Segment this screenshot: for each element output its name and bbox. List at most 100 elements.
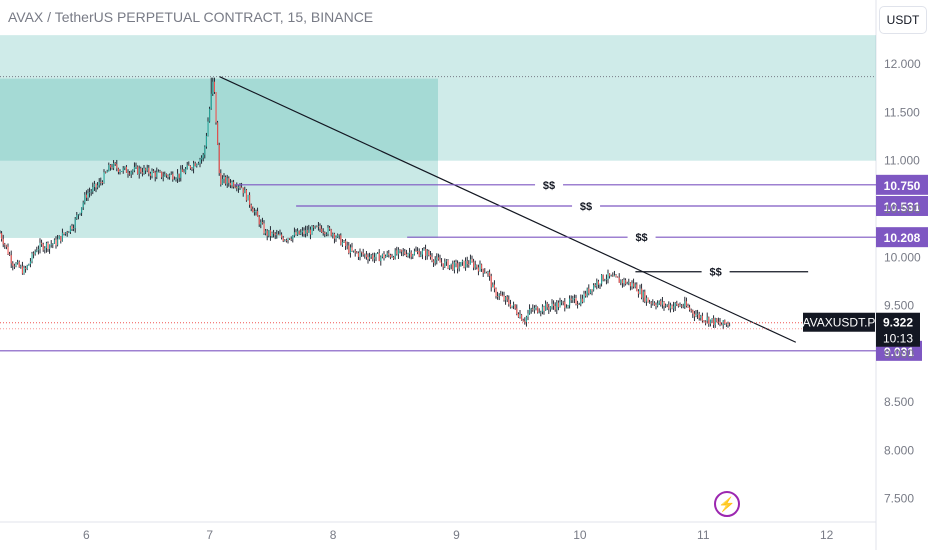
candle-body [530, 308, 532, 310]
candle-body [469, 259, 471, 265]
candle-body [690, 309, 692, 311]
candle-body [50, 244, 52, 246]
candle-body [7, 246, 9, 255]
level-price-label-bg [876, 195, 928, 216]
candle-body [300, 232, 302, 235]
candle-body [489, 272, 491, 277]
candle-body [250, 204, 252, 209]
candle-body [247, 194, 249, 201]
candle-body [143, 168, 145, 174]
candle-body [55, 239, 57, 246]
candle-body [700, 315, 702, 318]
candle-body [433, 260, 435, 263]
candle-body [349, 247, 351, 253]
candle-body [130, 171, 132, 175]
candle-body [161, 171, 163, 178]
candle-body [637, 291, 639, 294]
candle-body [620, 280, 622, 283]
candle-body [106, 171, 108, 173]
candle-body [21, 266, 23, 274]
candle-body [5, 245, 7, 247]
candle-body [417, 251, 419, 252]
candle-body [201, 157, 203, 160]
candle-body [345, 240, 347, 247]
candle-body [329, 227, 331, 230]
candle-body [180, 169, 182, 178]
candle-body [154, 172, 156, 177]
candle-body [373, 257, 375, 260]
symbol-label: AVAXUSDT.P [803, 316, 876, 330]
candle-body [170, 173, 172, 175]
candle-body [649, 302, 651, 304]
candle-body [231, 182, 233, 186]
x-tick-label: 12 [820, 528, 834, 542]
candle-body [220, 173, 222, 185]
candle-body [186, 164, 188, 169]
y-tick-label: 9.500 [884, 299, 914, 313]
candle-body [365, 254, 367, 258]
candle-body [297, 230, 299, 235]
candle-body [553, 303, 555, 307]
candle-body [129, 173, 131, 175]
candle-body [585, 293, 587, 297]
candle-body [434, 260, 436, 263]
candle-body [666, 304, 668, 306]
candle-body [197, 163, 199, 165]
candle-body [596, 281, 598, 287]
candle-body [98, 181, 100, 186]
candle-body [557, 302, 559, 308]
candle-body [442, 263, 444, 268]
candle-body [44, 248, 46, 251]
candle-body [461, 260, 463, 263]
candle-body [644, 291, 646, 302]
candle-body [141, 172, 143, 174]
candle-body [151, 170, 153, 176]
candle-body [0, 233, 1, 234]
candle-body [450, 263, 452, 266]
candle-body [692, 310, 694, 314]
candle-body [188, 164, 190, 166]
candle-body [18, 261, 20, 268]
candle-body [65, 232, 67, 234]
candle-body [381, 254, 383, 257]
x-tick-label: 9 [453, 528, 460, 542]
candle-body [23, 267, 25, 274]
candle-body [87, 193, 89, 198]
candle-body [258, 216, 260, 225]
candle-body [394, 250, 396, 259]
candle-body [71, 226, 73, 229]
candle-body [60, 236, 62, 241]
candle-body [327, 227, 329, 234]
candle-body [119, 171, 121, 173]
candle-body [36, 250, 38, 252]
candle-body [183, 171, 185, 173]
candle-body [204, 146, 206, 155]
candle-body [615, 275, 617, 277]
candle-body [455, 262, 457, 264]
candle-body [309, 229, 311, 235]
lightning-icon[interactable]: ⚡ [714, 491, 740, 517]
candle-body [487, 272, 489, 274]
candle-body [303, 230, 305, 234]
candle-body [588, 288, 590, 294]
candle-body [101, 182, 103, 183]
candle-body [13, 265, 15, 267]
candle-body [177, 173, 179, 179]
candle-body [617, 276, 619, 278]
candle-body [511, 305, 513, 308]
candle-body [228, 178, 230, 183]
candle-body [697, 313, 699, 315]
candle-body [713, 318, 715, 325]
candle-body [481, 264, 483, 270]
candle-body [266, 230, 268, 236]
candle-body [657, 303, 659, 307]
candle-body [293, 232, 295, 236]
candle-body [340, 235, 342, 245]
candle-body [377, 252, 379, 254]
candle-body [210, 93, 212, 109]
candle-body [338, 234, 340, 236]
candle-body [42, 244, 44, 251]
currency-button[interactable]: USDT [879, 6, 927, 34]
candle-body [249, 194, 251, 205]
